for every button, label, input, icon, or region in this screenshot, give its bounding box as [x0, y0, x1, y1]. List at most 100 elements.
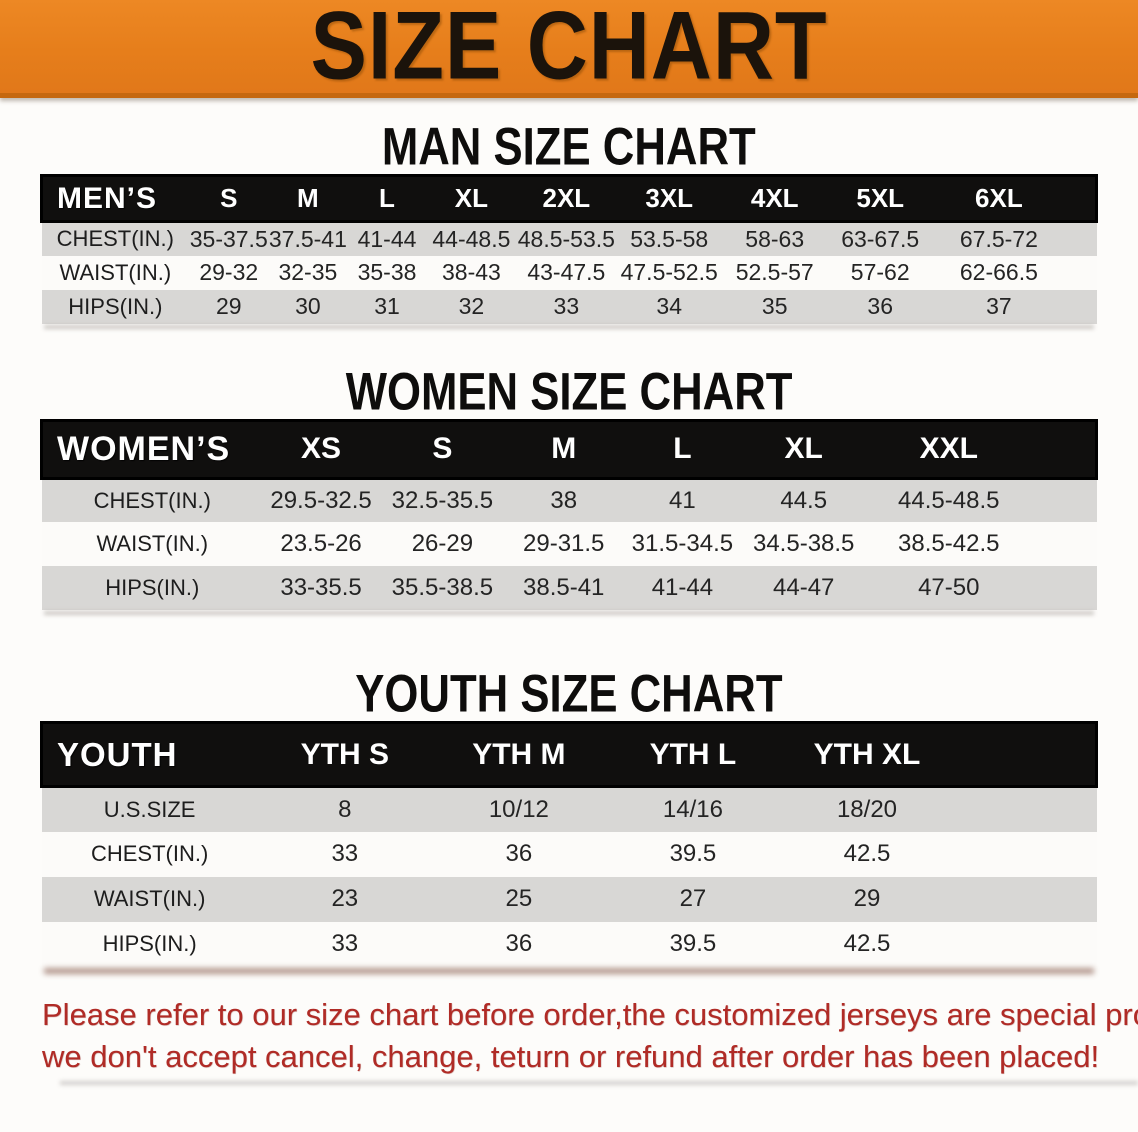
size-value-cell: 43-47.5	[527, 259, 606, 285]
size-value-cell: 36	[505, 840, 533, 867]
row-filler-cell	[1065, 222, 1097, 256]
size-value-cell: 23.5-26	[280, 530, 362, 557]
youth-table-title: YOUTH	[39, 721, 258, 788]
size-value-cell: 41	[669, 486, 696, 514]
size-value-cell: 62-66.5	[959, 259, 1038, 285]
size-value-cell: 25	[505, 885, 533, 912]
size-value-cell: 26-29	[411, 530, 474, 557]
row-label: WAIST(IN.)	[59, 259, 172, 285]
row-filler-cell	[1033, 478, 1096, 522]
row-label: WAIST(IN.)	[96, 531, 209, 556]
women-size-table: WOMEN’S XS S M L XL XXL CHEST(IN.) 29.5-32.5 32.5…	[40, 418, 1099, 610]
table-header-row: YOUTH YTH S YTH M YTH L YTH XL	[39, 721, 1099, 788]
size-column-header: 5XL	[827, 174, 933, 223]
size-value-cell: 31	[374, 293, 400, 319]
size-value-cell: 38.5-42.5	[898, 530, 1000, 557]
size-value-cell: 29	[215, 293, 242, 319]
header-filler-cell	[954, 721, 1099, 788]
size-value-cell: 33	[331, 840, 359, 867]
size-column-header: L	[347, 174, 427, 223]
size-value-cell: 63-67.5	[841, 225, 920, 252]
banner-title: SIZE CHART	[310, 0, 828, 100]
disclaimer-line-2: we don't accept cancel, change, teturn o…	[42, 1038, 1100, 1074]
size-value-cell: 37	[986, 293, 1012, 319]
men-size-table: MEN’S S M L XL 2XL 3XL 4XL 5XL 6XL CHEST(IN.) 35-37…	[40, 174, 1098, 324]
size-column-header: 2XL	[516, 174, 617, 223]
section-men: MAN SIZE CHART MEN’S S M L XL 2XL 3XL 4XL 5XL 6XL C…	[0, 116, 1138, 329]
table-header-row: WOMEN’S XS S M L XL XXL	[40, 418, 1099, 480]
size-value-cell: 29-31.5	[523, 530, 605, 557]
table-row: CHEST(IN.) 35-37.5 37.5-41 41-44 44-48.5 48.5…	[41, 221, 1097, 256]
size-value-cell: 23	[331, 885, 359, 912]
size-column-header: L	[621, 418, 744, 480]
section-women: WOMEN SIZE CHART WOMEN’S XS S M L XL XXL CHEST(I…	[0, 361, 1138, 615]
size-value-cell: 57-62	[850, 259, 910, 285]
row-label: CHEST(IN.)	[90, 841, 209, 866]
table-row: HIPS(IN.) 33 36 39.5 42.5	[41, 921, 1097, 967]
youth-section-heading-text: YOUTH SIZE CHART	[355, 663, 783, 723]
size-value-cell: 33	[553, 293, 580, 319]
size-column-header: YTH S	[257, 721, 432, 788]
size-value-cell: 30	[295, 293, 321, 319]
size-value-cell: 29-32	[199, 259, 259, 285]
size-value-cell: 18/20	[836, 795, 898, 823]
row-filler-cell	[954, 877, 1096, 922]
row-label: WAIST(IN.)	[93, 886, 206, 911]
size-column-header: 6XL	[932, 174, 1065, 223]
men-table-title: MEN’S	[40, 174, 190, 223]
row-filler-cell	[954, 832, 1096, 877]
size-value-cell: 34.5-38.5	[752, 530, 855, 557]
row-filler-cell	[954, 922, 1096, 967]
size-value-cell: 36	[867, 293, 893, 319]
size-value-cell: 38.5-41	[523, 574, 605, 601]
youth-size-table: YOUTH YTH S YTH M YTH L YTH XL U.S.SIZE 8 10/12…	[39, 721, 1099, 967]
size-value-cell: 42.5	[843, 840, 891, 867]
size-column-header: S	[189, 174, 269, 223]
table-shadow-artifact	[44, 324, 1094, 329]
size-value-cell: 44.5-48.5	[898, 486, 1000, 514]
size-value-cell: 39.5	[669, 840, 717, 867]
size-value-cell: 8	[338, 795, 352, 823]
header-filler-cell	[1033, 418, 1099, 480]
banner: SIZE CHART	[0, 0, 1138, 100]
size-column-header: XS	[263, 418, 380, 480]
table-row: HIPS(IN.) 33-35.5 35.5-38.5 38.5-41 41-44 44-…	[41, 566, 1097, 610]
size-column-header: 3XL	[616, 174, 722, 223]
size-value-cell: 41-44	[651, 574, 714, 601]
size-value-cell: 38	[550, 486, 578, 514]
row-filler-cell	[1033, 566, 1096, 610]
size-value-cell: 42.5	[843, 930, 891, 957]
size-column-header: YTH L	[605, 721, 780, 788]
size-value-cell: 44-48.5	[432, 225, 511, 252]
size-value-cell: 27	[679, 885, 707, 912]
row-filler-cell	[1065, 256, 1097, 290]
table-row: WAIST(IN.) 23.5-26 26-29 29-31.5 31.5-34.5 34…	[41, 522, 1097, 566]
size-value-cell: 29.5-32.5	[270, 486, 372, 514]
size-value-cell: 53.5-58	[630, 225, 709, 252]
table-row: WAIST(IN.) 23 25 27 29	[41, 876, 1097, 922]
size-value-cell: 35.5-38.5	[391, 574, 494, 601]
size-value-cell: 47.5-52.5	[620, 259, 718, 285]
table-row: WAIST(IN.) 29-32 32-35 35-38 38-43 43-47.5 47.…	[41, 255, 1097, 290]
size-value-cell: 33-35.5	[280, 574, 362, 601]
size-value-cell: 44-47	[773, 574, 835, 601]
size-value-cell: 48.5-53.5	[517, 225, 615, 252]
table-row: HIPS(IN.) 29 30 31 32 33 34 35 36 37	[41, 289, 1097, 324]
row-label: HIPS(IN.)	[102, 931, 197, 956]
header-filler-cell	[1064, 174, 1098, 223]
section-youth: YOUTH SIZE CHART YOUTH YTH S YTH M YTH L YTH …	[0, 663, 1138, 974]
size-value-cell: 37.5-41	[268, 225, 347, 252]
row-label: U.S.SIZE	[103, 796, 196, 822]
table-shadow-artifact	[44, 967, 1094, 974]
size-value-cell: 39.5	[669, 930, 717, 957]
size-chart-sections: MAN SIZE CHART MEN’S S M L XL 2XL 3XL 4XL 5XL 6XL C…	[0, 116, 1138, 974]
size-value-cell: 33	[331, 930, 359, 957]
youth-section-heading: YOUTH SIZE CHART	[0, 663, 1138, 723]
row-filler-cell	[1065, 290, 1097, 324]
size-value-cell: 35	[761, 293, 788, 319]
size-value-cell: 41-44	[357, 225, 417, 252]
table-row: CHEST(IN.) 33 36 39.5 42.5	[41, 831, 1097, 877]
size-value-cell: 32.5-35.5	[391, 486, 494, 514]
row-filler-cell	[1033, 522, 1096, 566]
row-label: CHEST(IN.)	[56, 226, 174, 252]
